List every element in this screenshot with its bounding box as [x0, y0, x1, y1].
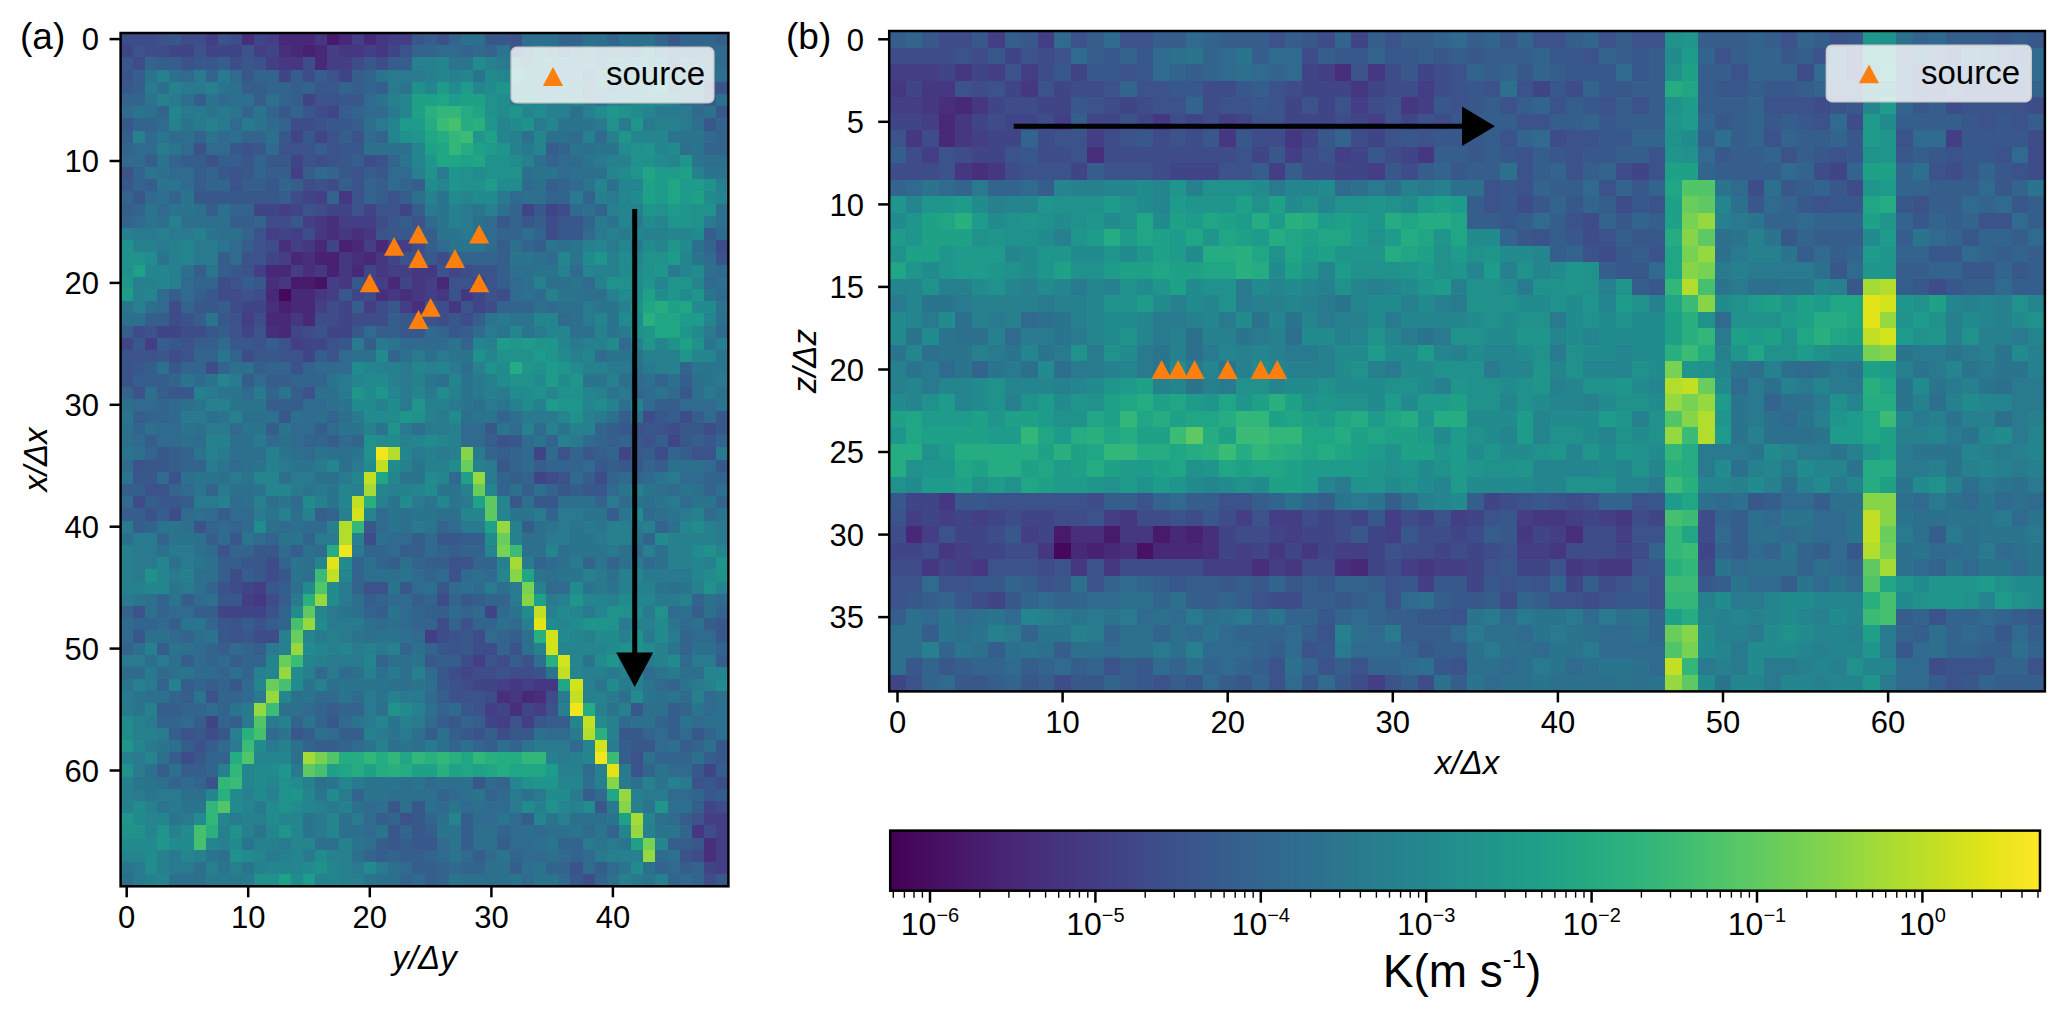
- svg-text:40: 40: [1541, 705, 1575, 740]
- svg-text:60: 60: [1871, 705, 1905, 740]
- svg-text:30: 30: [474, 900, 508, 935]
- svg-text:5: 5: [847, 105, 864, 140]
- svg-text:x/Δx: x/Δx: [17, 426, 54, 494]
- svg-text:20: 20: [65, 266, 99, 301]
- svg-text:30: 30: [830, 518, 864, 553]
- svg-text:40: 40: [596, 900, 630, 935]
- svg-text:10: 10: [1045, 705, 1079, 740]
- svg-text:35: 35: [830, 600, 864, 635]
- svg-text:source: source: [1921, 54, 2020, 91]
- svg-text:40: 40: [65, 510, 99, 545]
- svg-text:60: 60: [65, 754, 99, 789]
- svg-text:0: 0: [118, 900, 135, 935]
- svg-text:20: 20: [353, 900, 387, 935]
- svg-text:30: 30: [65, 388, 99, 423]
- svg-text:y/Δy: y/Δy: [390, 939, 459, 976]
- svg-text:15: 15: [830, 270, 864, 305]
- svg-text:(b): (b): [786, 16, 831, 57]
- svg-text:50: 50: [65, 632, 99, 667]
- svg-text:z/Δz: z/Δz: [786, 329, 823, 395]
- svg-text:10: 10: [65, 144, 99, 179]
- svg-text:10: 10: [231, 900, 265, 935]
- svg-text:source: source: [606, 55, 705, 92]
- svg-text:25: 25: [830, 435, 864, 470]
- svg-text:(a): (a): [20, 16, 65, 57]
- svg-text:0: 0: [889, 705, 906, 740]
- svg-text:0: 0: [847, 23, 864, 58]
- svg-text:x/Δx: x/Δx: [1433, 744, 1501, 781]
- svg-text:30: 30: [1376, 705, 1410, 740]
- svg-text:20: 20: [1210, 705, 1244, 740]
- svg-text:50: 50: [1706, 705, 1740, 740]
- svg-text:10: 10: [830, 188, 864, 223]
- svg-text:0: 0: [82, 22, 99, 57]
- svg-text:20: 20: [830, 353, 864, 388]
